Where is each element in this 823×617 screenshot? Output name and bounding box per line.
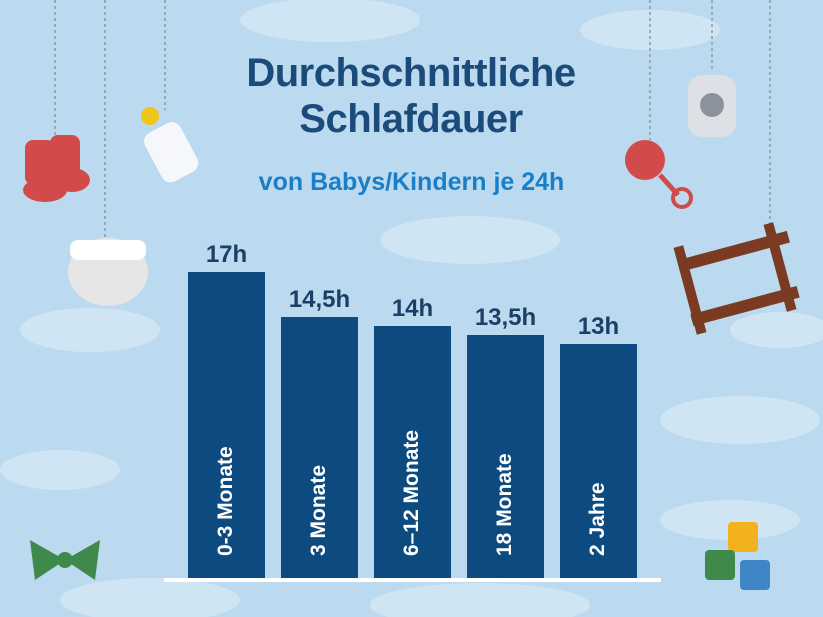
rattle (625, 140, 693, 209)
category-label: 2 Jahre (586, 482, 609, 556)
baby-monitor (688, 75, 736, 137)
bar (467, 335, 544, 578)
category-label: 18 Monate (493, 453, 516, 556)
category-label: 0-3 Monate (214, 446, 237, 556)
category-label: 6–12 Monate (400, 430, 423, 556)
diaper (68, 238, 148, 306)
bar (560, 344, 637, 578)
value-label: 17h (206, 241, 247, 268)
bar (281, 317, 358, 578)
value-label: 14h (392, 295, 433, 322)
value-label: 14,5h (289, 286, 350, 313)
socks (23, 135, 90, 202)
blocks (705, 522, 770, 590)
category-label: 3 Monate (307, 465, 330, 556)
value-label: 13h (578, 313, 619, 340)
bottle (141, 107, 199, 183)
crib (673, 222, 800, 335)
bow (30, 540, 100, 580)
hanging-strings (54, 0, 771, 240)
bar (188, 272, 265, 578)
chart-title: Durchschnittliche Schlafdauer (246, 51, 576, 141)
bar (374, 326, 451, 578)
chart-subtitle: von Babys/Kindern je 24h (258, 168, 565, 196)
value-label: 13,5h (475, 304, 536, 331)
